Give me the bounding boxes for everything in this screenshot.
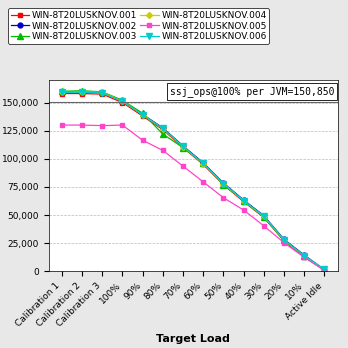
WIN-8T20LUSKNOV.003 bbox=[282, 238, 286, 243]
WIN-8T20LUSKNOV.001 bbox=[282, 239, 286, 243]
WIN-8T20LUSKNOV.003 bbox=[302, 254, 306, 258]
WIN-8T20LUSKNOV.006 bbox=[60, 90, 64, 95]
Text: ssj_ops@100% per JVM=150,850: ssj_ops@100% per JVM=150,850 bbox=[170, 86, 334, 97]
WIN-8T20LUSKNOV.004 bbox=[161, 127, 165, 131]
WIN-8T20LUSKNOV.003 bbox=[201, 161, 205, 165]
WIN-8T20LUSKNOV.002 bbox=[201, 161, 205, 165]
WIN-8T20LUSKNOV.006 bbox=[302, 254, 306, 258]
WIN-8T20LUSKNOV.002 bbox=[141, 112, 145, 117]
WIN-8T20LUSKNOV.006 bbox=[322, 267, 326, 271]
WIN-8T20LUSKNOV.001 bbox=[80, 92, 84, 96]
WIN-8T20LUSKNOV.005 bbox=[141, 138, 145, 142]
WIN-8T20LUSKNOV.001 bbox=[302, 255, 306, 259]
WIN-8T20LUSKNOV.002 bbox=[282, 237, 286, 242]
WIN-8T20LUSKNOV.005 bbox=[282, 241, 286, 245]
WIN-8T20LUSKNOV.001 bbox=[100, 92, 104, 96]
WIN-8T20LUSKNOV.005 bbox=[161, 148, 165, 152]
WIN-8T20LUSKNOV.006 bbox=[141, 113, 145, 117]
WIN-8T20LUSKNOV.005 bbox=[322, 268, 326, 272]
WIN-8T20LUSKNOV.002 bbox=[120, 99, 125, 103]
WIN-8T20LUSKNOV.006 bbox=[201, 161, 205, 165]
WIN-8T20LUSKNOV.001 bbox=[221, 183, 226, 187]
Line: WIN-8T20LUSKNOV.001: WIN-8T20LUSKNOV.001 bbox=[60, 91, 327, 273]
WIN-8T20LUSKNOV.001 bbox=[201, 163, 205, 167]
WIN-8T20LUSKNOV.002 bbox=[100, 90, 104, 95]
WIN-8T20LUSKNOV.001 bbox=[181, 145, 185, 150]
WIN-8T20LUSKNOV.004 bbox=[181, 145, 185, 149]
WIN-8T20LUSKNOV.003 bbox=[161, 132, 165, 136]
WIN-8T20LUSKNOV.002 bbox=[161, 126, 165, 130]
WIN-8T20LUSKNOV.004 bbox=[242, 199, 246, 203]
WIN-8T20LUSKNOV.004 bbox=[201, 161, 205, 166]
WIN-8T20LUSKNOV.004 bbox=[60, 90, 64, 94]
WIN-8T20LUSKNOV.001 bbox=[161, 127, 165, 132]
WIN-8T20LUSKNOV.006 bbox=[181, 144, 185, 149]
WIN-8T20LUSKNOV.004 bbox=[80, 90, 84, 94]
WIN-8T20LUSKNOV.002 bbox=[302, 253, 306, 257]
WIN-8T20LUSKNOV.002 bbox=[181, 144, 185, 148]
WIN-8T20LUSKNOV.004 bbox=[322, 268, 326, 272]
WIN-8T20LUSKNOV.002 bbox=[60, 90, 64, 94]
WIN-8T20LUSKNOV.004 bbox=[302, 254, 306, 258]
WIN-8T20LUSKNOV.001 bbox=[141, 114, 145, 118]
WIN-8T20LUSKNOV.002 bbox=[221, 181, 226, 185]
WIN-8T20LUSKNOV.003 bbox=[141, 111, 145, 115]
WIN-8T20LUSKNOV.004 bbox=[262, 214, 266, 219]
WIN-8T20LUSKNOV.001 bbox=[60, 92, 64, 96]
WIN-8T20LUSKNOV.004 bbox=[120, 99, 125, 103]
WIN-8T20LUSKNOV.003 bbox=[181, 145, 185, 150]
Line: WIN-8T20LUSKNOV.004: WIN-8T20LUSKNOV.004 bbox=[60, 90, 326, 272]
WIN-8T20LUSKNOV.005 bbox=[221, 196, 226, 200]
WIN-8T20LUSKNOV.003 bbox=[80, 89, 84, 93]
WIN-8T20LUSKNOV.004 bbox=[100, 90, 104, 95]
WIN-8T20LUSKNOV.006 bbox=[100, 91, 104, 95]
WIN-8T20LUSKNOV.005 bbox=[302, 255, 306, 260]
WIN-8T20LUSKNOV.006 bbox=[262, 214, 266, 218]
WIN-8T20LUSKNOV.001 bbox=[322, 268, 326, 272]
WIN-8T20LUSKNOV.005 bbox=[181, 164, 185, 168]
WIN-8T20LUSKNOV.005 bbox=[60, 123, 64, 127]
WIN-8T20LUSKNOV.002 bbox=[242, 198, 246, 202]
X-axis label: Target Load: Target Load bbox=[156, 334, 230, 344]
WIN-8T20LUSKNOV.003 bbox=[322, 268, 326, 272]
WIN-8T20LUSKNOV.003 bbox=[262, 215, 266, 220]
Line: WIN-8T20LUSKNOV.006: WIN-8T20LUSKNOV.006 bbox=[59, 89, 327, 272]
WIN-8T20LUSKNOV.005 bbox=[201, 180, 205, 184]
WIN-8T20LUSKNOV.002 bbox=[80, 89, 84, 94]
WIN-8T20LUSKNOV.001 bbox=[242, 199, 246, 204]
WIN-8T20LUSKNOV.002 bbox=[322, 268, 326, 272]
WIN-8T20LUSKNOV.005 bbox=[262, 224, 266, 228]
WIN-8T20LUSKNOV.003 bbox=[100, 90, 104, 94]
WIN-8T20LUSKNOV.004 bbox=[282, 238, 286, 242]
WIN-8T20LUSKNOV.006 bbox=[120, 99, 125, 103]
WIN-8T20LUSKNOV.002 bbox=[262, 214, 266, 218]
WIN-8T20LUSKNOV.001 bbox=[262, 215, 266, 220]
Line: WIN-8T20LUSKNOV.002: WIN-8T20LUSKNOV.002 bbox=[60, 89, 327, 272]
WIN-8T20LUSKNOV.003 bbox=[120, 98, 125, 102]
WIN-8T20LUSKNOV.003 bbox=[221, 183, 226, 187]
WIN-8T20LUSKNOV.006 bbox=[80, 90, 84, 94]
WIN-8T20LUSKNOV.005 bbox=[242, 208, 246, 212]
WIN-8T20LUSKNOV.004 bbox=[221, 182, 226, 186]
WIN-8T20LUSKNOV.005 bbox=[120, 123, 125, 127]
WIN-8T20LUSKNOV.006 bbox=[242, 198, 246, 203]
WIN-8T20LUSKNOV.003 bbox=[242, 198, 246, 203]
WIN-8T20LUSKNOV.001 bbox=[120, 101, 125, 105]
WIN-8T20LUSKNOV.006 bbox=[161, 126, 165, 130]
WIN-8T20LUSKNOV.005 bbox=[100, 124, 104, 128]
Legend: WIN-8T20LUSKNOV.001, WIN-8T20LUSKNOV.002, WIN-8T20LUSKNOV.003, WIN-8T20LUSKNOV.0: WIN-8T20LUSKNOV.001, WIN-8T20LUSKNOV.002… bbox=[8, 8, 269, 44]
WIN-8T20LUSKNOV.005 bbox=[80, 123, 84, 127]
Line: WIN-8T20LUSKNOV.003: WIN-8T20LUSKNOV.003 bbox=[59, 88, 327, 273]
Line: WIN-8T20LUSKNOV.005: WIN-8T20LUSKNOV.005 bbox=[60, 122, 327, 273]
WIN-8T20LUSKNOV.004 bbox=[141, 113, 145, 117]
WIN-8T20LUSKNOV.003 bbox=[60, 89, 64, 93]
WIN-8T20LUSKNOV.006 bbox=[282, 238, 286, 242]
WIN-8T20LUSKNOV.006 bbox=[221, 182, 226, 186]
